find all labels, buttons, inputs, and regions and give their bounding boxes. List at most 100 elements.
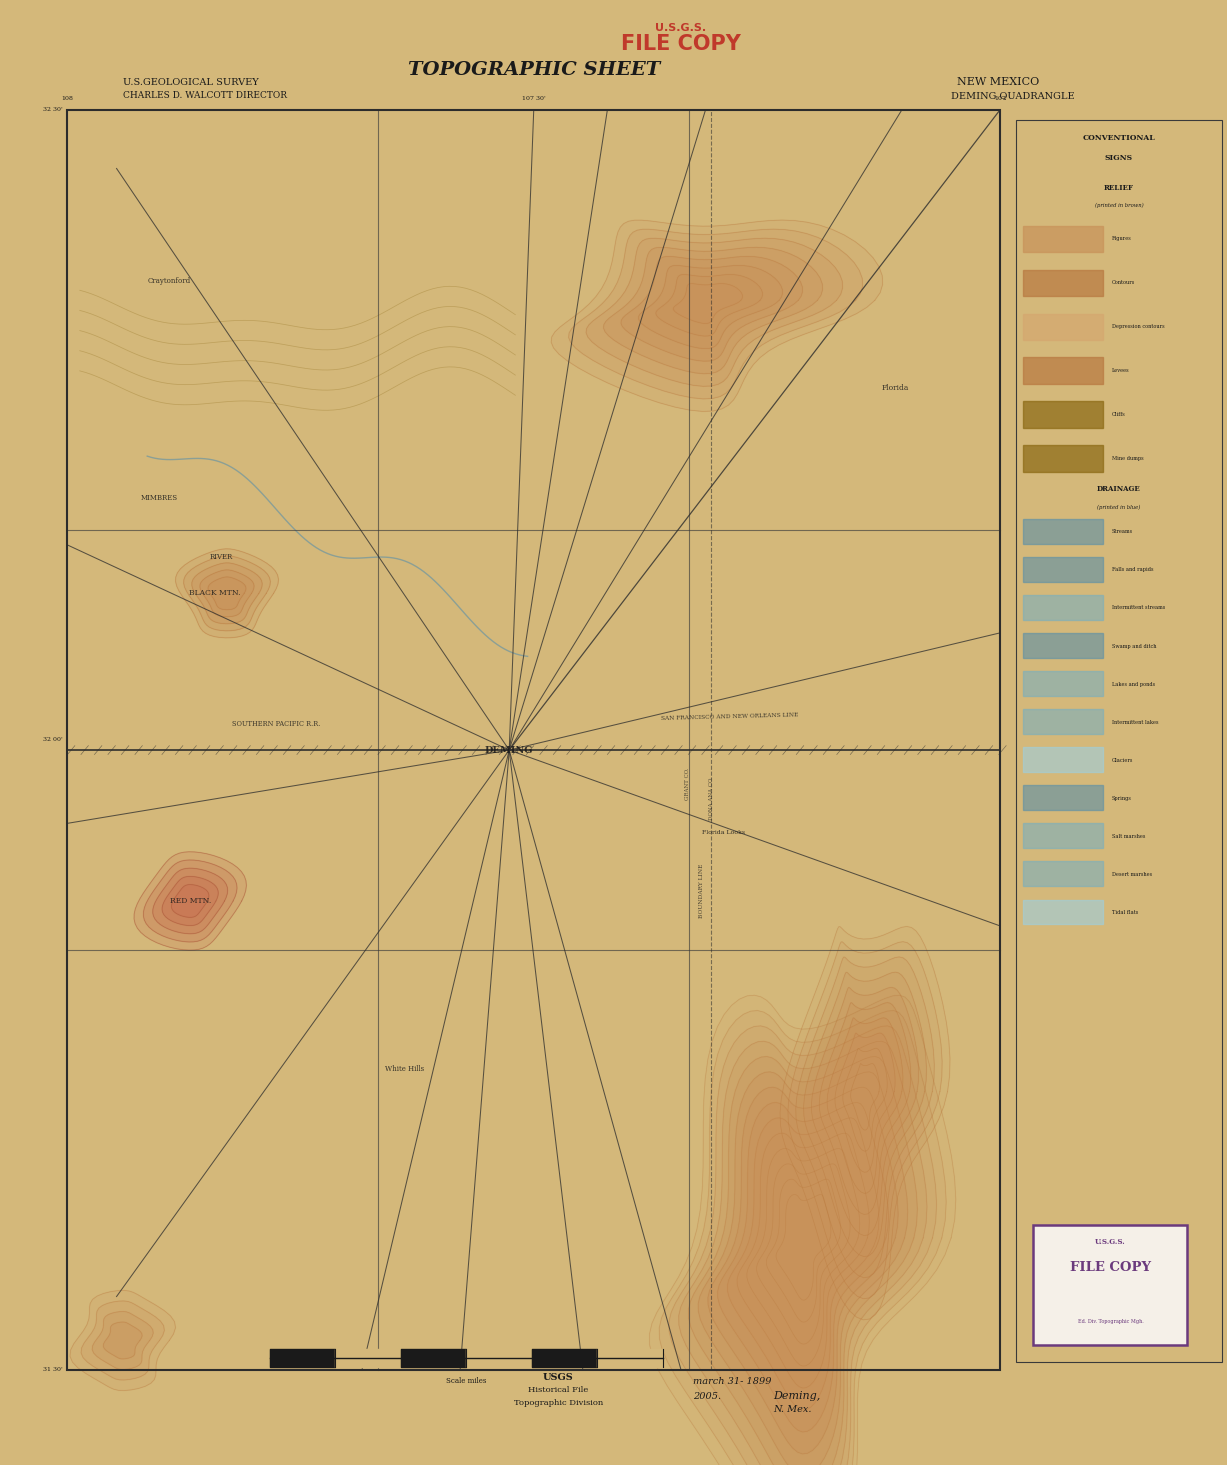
Text: Levees: Levees	[1112, 368, 1129, 374]
Polygon shape	[674, 284, 742, 324]
Bar	[401, 1349, 466, 1367]
Polygon shape	[788, 942, 942, 1299]
Polygon shape	[796, 957, 934, 1277]
Text: FILE COPY: FILE COPY	[1070, 1261, 1151, 1273]
Bar	[598, 1349, 663, 1367]
Polygon shape	[834, 1033, 896, 1172]
Polygon shape	[820, 1002, 910, 1214]
Bar	[1023, 671, 1103, 696]
Polygon shape	[757, 1163, 850, 1343]
Text: Mine dumps: Mine dumps	[1112, 456, 1144, 461]
Bar	[67, 110, 1000, 1370]
Bar	[1023, 519, 1103, 544]
Polygon shape	[659, 1011, 946, 1465]
Text: Swamp and ditch: Swamp and ditch	[1112, 643, 1156, 649]
Text: Cliffs: Cliffs	[1112, 412, 1125, 418]
Bar	[1023, 595, 1103, 620]
Text: BOUNDARY LINE: BOUNDARY LINE	[699, 864, 704, 919]
Text: RIVER: RIVER	[210, 552, 232, 561]
Text: White Hills: White Hills	[385, 1065, 425, 1074]
Text: Lakes and ponds: Lakes and ponds	[1112, 681, 1155, 687]
Bar	[1023, 270, 1103, 296]
Text: CONVENTIONAL: CONVENTIONAL	[1082, 133, 1156, 142]
Polygon shape	[162, 876, 218, 926]
Text: Desert marshes: Desert marshes	[1112, 872, 1152, 878]
Bar	[1023, 861, 1103, 886]
Polygon shape	[811, 987, 919, 1235]
Text: NEW MEXICO: NEW MEXICO	[957, 78, 1039, 86]
Text: Falls and rapids: Falls and rapids	[1112, 567, 1153, 573]
Text: RED MTN.: RED MTN.	[169, 897, 211, 905]
Bar	[1023, 785, 1103, 810]
Text: march 31- 1899: march 31- 1899	[693, 1377, 772, 1386]
Polygon shape	[718, 1103, 888, 1431]
Polygon shape	[728, 1118, 879, 1409]
Bar	[1023, 357, 1103, 384]
Bar	[1023, 401, 1103, 428]
Text: Intermittent lakes: Intermittent lakes	[1112, 719, 1158, 725]
Polygon shape	[747, 1149, 860, 1365]
Text: Scale miles: Scale miles	[447, 1377, 486, 1386]
Text: SAN FRANCISCO AND NEW ORLEANS LINE: SAN FRANCISCO AND NEW ORLEANS LINE	[661, 712, 799, 721]
Polygon shape	[850, 1064, 880, 1130]
Bar	[1023, 633, 1103, 658]
Text: GRANT CO.: GRANT CO.	[685, 768, 690, 800]
Polygon shape	[587, 239, 843, 387]
Polygon shape	[777, 1194, 831, 1299]
Polygon shape	[144, 860, 237, 942]
Text: Florida Looks: Florida Looks	[702, 829, 746, 835]
Text: Florida: Florida	[882, 384, 909, 393]
Text: Ed. Div. Topographic Mgh.: Ed. Div. Topographic Mgh.	[1077, 1318, 1144, 1324]
Polygon shape	[103, 1321, 142, 1360]
Text: SOUTHERN PACIFIC R.R.: SOUTHERN PACIFIC R.R.	[232, 721, 320, 728]
Polygon shape	[804, 973, 926, 1257]
Polygon shape	[656, 274, 762, 335]
Text: FILE COPY: FILE COPY	[621, 34, 741, 54]
Polygon shape	[767, 1179, 840, 1321]
Text: SIGNS: SIGNS	[1106, 154, 1133, 163]
Bar	[1023, 314, 1103, 340]
Polygon shape	[638, 265, 783, 349]
Text: Figures: Figures	[1112, 236, 1131, 242]
Text: Springs: Springs	[1112, 795, 1131, 801]
Text: RELIEF: RELIEF	[1104, 183, 1134, 192]
Text: CHARLES D. WALCOTT DIRECTOR: CHARLES D. WALCOTT DIRECTOR	[123, 91, 287, 100]
Polygon shape	[621, 256, 802, 362]
Polygon shape	[209, 577, 245, 609]
Bar	[1023, 226, 1103, 252]
Text: 107 30': 107 30'	[521, 97, 546, 101]
Polygon shape	[70, 1291, 175, 1390]
Bar	[1023, 900, 1103, 924]
Bar	[270, 1349, 335, 1367]
Text: MIMBRES: MIMBRES	[141, 494, 178, 502]
Text: 32 00': 32 00'	[43, 737, 63, 743]
Text: 2005.: 2005.	[693, 1392, 721, 1401]
Text: 32 30': 32 30'	[43, 107, 63, 113]
Polygon shape	[200, 570, 254, 617]
Bar	[466, 1349, 531, 1367]
Polygon shape	[737, 1132, 870, 1387]
Text: 108: 108	[61, 97, 74, 101]
Polygon shape	[568, 229, 863, 398]
Polygon shape	[134, 851, 247, 951]
Text: DEMING: DEMING	[485, 746, 534, 754]
Text: Glaciers: Glaciers	[1112, 757, 1133, 763]
Polygon shape	[551, 220, 882, 412]
Bar	[335, 1349, 401, 1367]
Bar	[1016, 120, 1227, 1362]
Bar	[1023, 709, 1103, 734]
Text: 107: 107	[994, 97, 1006, 101]
Bar	[1033, 1225, 1187, 1345]
Text: TOPOGRAPHIC SHEET: TOPOGRAPHIC SHEET	[407, 62, 660, 79]
Polygon shape	[780, 926, 950, 1320]
Text: Tidal flats: Tidal flats	[1112, 910, 1137, 916]
Text: Intermittent streams: Intermittent streams	[1112, 605, 1164, 611]
Bar	[1023, 445, 1103, 472]
Text: DEMING QUADRANGLE: DEMING QUADRANGLE	[951, 91, 1075, 100]
Bar	[1016, 120, 1222, 1362]
Polygon shape	[698, 1072, 908, 1465]
Polygon shape	[153, 869, 228, 933]
Text: Streams: Streams	[1112, 529, 1133, 535]
Text: (printed in brown): (printed in brown)	[1094, 202, 1144, 208]
Text: N. Mex.: N. Mex.	[773, 1405, 811, 1414]
